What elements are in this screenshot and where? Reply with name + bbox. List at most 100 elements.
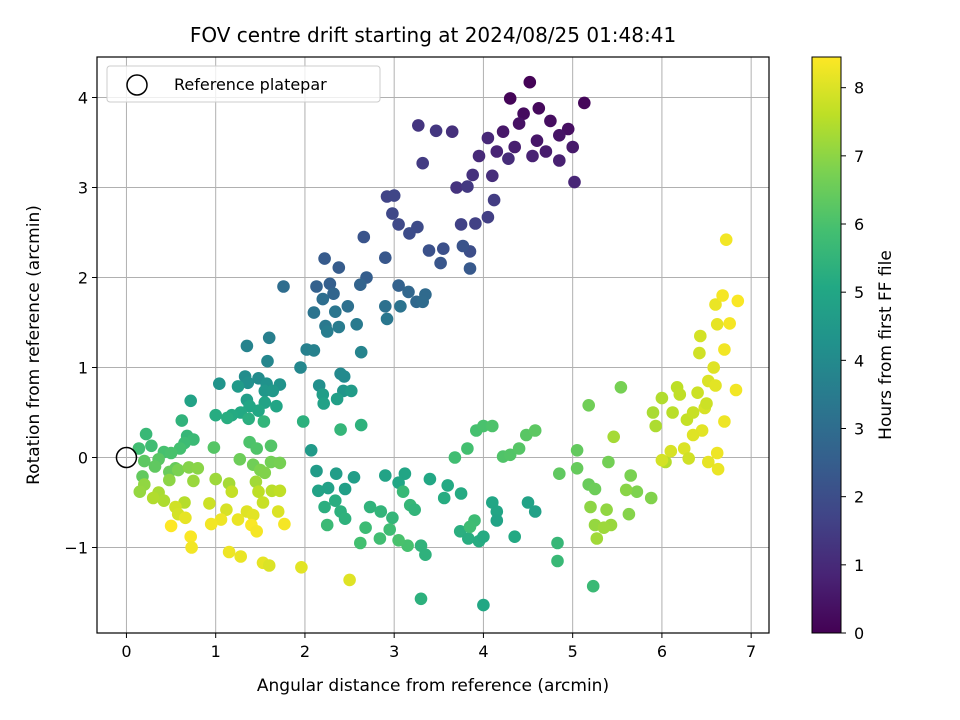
data-point bbox=[607, 430, 620, 444]
data-point bbox=[327, 287, 340, 301]
colorbar-tick-label: 3 bbox=[854, 420, 864, 439]
y-axis-label: Rotation from reference (arcmin) bbox=[24, 205, 44, 485]
data-point bbox=[456, 239, 470, 253]
data-point bbox=[723, 317, 736, 330]
data-point bbox=[481, 210, 495, 224]
data-point bbox=[646, 406, 660, 419]
data-point bbox=[133, 485, 147, 499]
data-point bbox=[408, 503, 422, 516]
data-point bbox=[686, 428, 700, 442]
data-point bbox=[682, 452, 695, 465]
data-point bbox=[718, 343, 731, 356]
data-point bbox=[503, 92, 517, 105]
data-point bbox=[551, 536, 564, 550]
data-point bbox=[341, 300, 355, 313]
data-point bbox=[373, 532, 387, 545]
x-axis-ticks: 0 1 2 3 4 5 6 7 bbox=[121, 633, 756, 661]
data-point bbox=[570, 444, 584, 457]
data-point bbox=[532, 102, 546, 115]
data-point bbox=[416, 156, 430, 170]
data-point bbox=[718, 415, 731, 428]
data-point bbox=[252, 404, 265, 418]
data-point bbox=[481, 131, 495, 145]
data-point bbox=[649, 419, 662, 433]
data-point bbox=[261, 354, 274, 368]
data-point bbox=[477, 419, 490, 433]
data-point bbox=[338, 482, 352, 496]
data-point bbox=[486, 169, 499, 183]
data-point bbox=[184, 530, 197, 543]
x-tick-label: 2 bbox=[300, 642, 310, 661]
data-point bbox=[271, 505, 285, 518]
data-point bbox=[655, 391, 669, 405]
data-point bbox=[644, 491, 658, 505]
data-point bbox=[379, 469, 392, 482]
data-point bbox=[472, 149, 486, 163]
colorbar-tick-label: 1 bbox=[854, 556, 864, 575]
data-point bbox=[709, 298, 722, 311]
data-point bbox=[185, 541, 198, 554]
data-point bbox=[321, 481, 335, 495]
data-point bbox=[307, 344, 321, 357]
data-point bbox=[304, 444, 318, 457]
data-point bbox=[521, 496, 535, 509]
data-point bbox=[337, 370, 351, 383]
legend-marker-icon bbox=[126, 74, 148, 96]
data-point bbox=[379, 251, 392, 264]
data-point bbox=[386, 207, 399, 220]
data-point bbox=[171, 463, 185, 477]
data-point bbox=[264, 439, 278, 453]
data-point bbox=[294, 361, 307, 374]
data-point bbox=[614, 381, 628, 394]
data-point bbox=[496, 125, 510, 138]
data-point bbox=[209, 408, 222, 422]
data-point bbox=[209, 472, 222, 486]
data-point bbox=[539, 145, 553, 158]
data-point bbox=[586, 579, 600, 593]
data-point bbox=[578, 96, 591, 110]
data-point bbox=[148, 460, 162, 473]
data-point bbox=[175, 414, 189, 427]
legend-box bbox=[106, 65, 381, 103]
data-point bbox=[250, 442, 263, 455]
data-point bbox=[204, 517, 218, 531]
colorbar-tick-label: 8 bbox=[854, 79, 864, 98]
data-point bbox=[252, 485, 265, 499]
x-tick-label: 3 bbox=[389, 642, 399, 661]
colorbar-tick-label: 5 bbox=[854, 283, 864, 302]
data-point bbox=[357, 230, 371, 244]
colorbar-tick-label: 2 bbox=[854, 488, 864, 507]
data-point bbox=[139, 427, 153, 441]
data-point bbox=[677, 442, 691, 455]
data-point bbox=[338, 512, 352, 525]
data-point bbox=[566, 140, 579, 154]
data-point bbox=[716, 289, 729, 302]
y-tick-label: 1 bbox=[78, 359, 88, 378]
data-point bbox=[347, 471, 361, 484]
data-point bbox=[462, 532, 475, 545]
data-point bbox=[434, 256, 447, 270]
data-point bbox=[429, 124, 443, 138]
data-point bbox=[655, 453, 669, 467]
data-point bbox=[412, 119, 425, 132]
data-point bbox=[588, 482, 602, 496]
data-point bbox=[561, 122, 575, 136]
data-point bbox=[454, 218, 468, 231]
data-point bbox=[490, 505, 504, 518]
data-point bbox=[380, 312, 394, 326]
data-point bbox=[329, 305, 342, 319]
data-point bbox=[320, 518, 334, 532]
data-point bbox=[394, 300, 407, 313]
data-point bbox=[345, 384, 358, 398]
data-point bbox=[691, 386, 704, 400]
x-tick-label: 4 bbox=[478, 642, 488, 661]
x-tick-label: 1 bbox=[211, 642, 221, 661]
data-point bbox=[553, 129, 566, 142]
data-point bbox=[423, 472, 437, 486]
data-point bbox=[477, 598, 490, 612]
colorbar-label: Hours from first FF file bbox=[876, 250, 896, 440]
data-point bbox=[419, 548, 432, 561]
data-point bbox=[622, 507, 636, 521]
data-point bbox=[359, 521, 372, 534]
data-point bbox=[164, 446, 178, 460]
